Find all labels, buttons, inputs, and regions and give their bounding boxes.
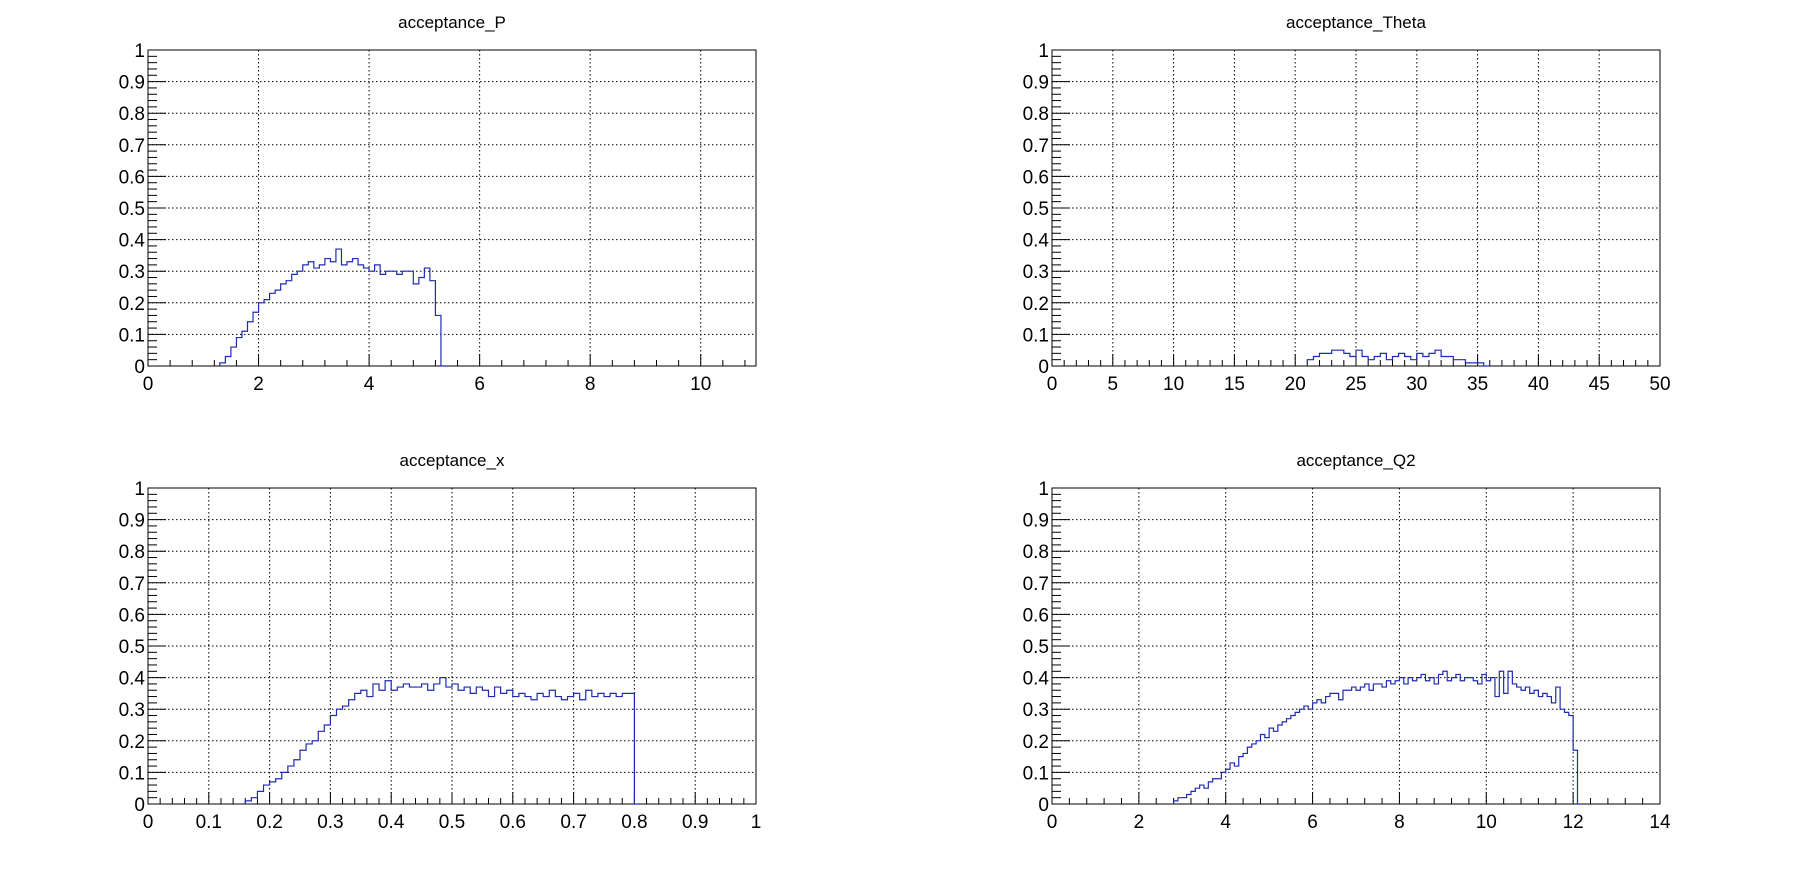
x-tick-label: 40 bbox=[1528, 374, 1549, 395]
y-tick-label: 0.2 bbox=[119, 732, 145, 753]
y-tick-label: 0.7 bbox=[119, 136, 145, 157]
x-tick-label: 15 bbox=[1224, 374, 1245, 395]
x-tick-label: 12 bbox=[1563, 812, 1584, 833]
y-tick-label: 0.9 bbox=[1023, 511, 1049, 532]
histogram-series bbox=[244, 677, 641, 805]
y-tick-label: 0 bbox=[1038, 795, 1049, 816]
y-tick-label: 1 bbox=[134, 41, 145, 62]
x-tick-label: 0.1 bbox=[196, 812, 222, 833]
x-tick-label: 10 bbox=[690, 374, 711, 395]
y-tick-label: 0 bbox=[134, 795, 145, 816]
y-tick-label: 0.8 bbox=[1023, 104, 1049, 125]
panel-theta: acceptance_Theta 0 5 10 15 20 25 30 35 40 45 50 0 0.1… bbox=[1023, 13, 1671, 395]
x-tick-label: 2 bbox=[1134, 812, 1145, 833]
y-tick-label: 0.2 bbox=[1023, 732, 1049, 753]
y-tick-label: 0.9 bbox=[119, 73, 145, 94]
x-tick-label: 10 bbox=[1163, 374, 1184, 395]
y-tick-label: 0.4 bbox=[119, 669, 146, 690]
x-tick-label: 1 bbox=[751, 812, 762, 833]
x-tick-label: 0.5 bbox=[439, 812, 465, 833]
y-tick-label: 0.3 bbox=[1023, 262, 1049, 283]
x-tick-label: 5 bbox=[1108, 374, 1119, 395]
histogram-series bbox=[1306, 349, 1490, 367]
y-tick-label: 0.1 bbox=[1023, 763, 1049, 784]
x-tick-label: 10 bbox=[1476, 812, 1497, 833]
x-tick-label: 6 bbox=[474, 374, 485, 395]
x-tick-label: 0.4 bbox=[378, 812, 405, 833]
y-tick-label: 1 bbox=[1038, 41, 1049, 62]
x-tick-label: 20 bbox=[1285, 374, 1306, 395]
y-tick-label: 0 bbox=[1038, 357, 1049, 378]
panel-title: acceptance_x bbox=[400, 451, 505, 470]
x-tick-label: 0 bbox=[143, 374, 154, 395]
y-tick-label: 0.5 bbox=[1023, 637, 1049, 658]
y-tick-label: 0.5 bbox=[119, 199, 145, 220]
x-tick-label: 30 bbox=[1406, 374, 1427, 395]
x-tick-label: 6 bbox=[1307, 812, 1318, 833]
x-tick-label: 35 bbox=[1467, 374, 1488, 395]
x-tick-label: 8 bbox=[1394, 812, 1405, 833]
x-tick-label: 0 bbox=[1047, 812, 1058, 833]
y-tick-label: 0.9 bbox=[1023, 73, 1049, 94]
x-tick-label: 0.3 bbox=[317, 812, 343, 833]
y-tick-label: 0.7 bbox=[119, 574, 145, 595]
y-tick-label: 0 bbox=[134, 357, 145, 378]
x-tick-label: 45 bbox=[1589, 374, 1610, 395]
panel-title: acceptance_Q2 bbox=[1296, 451, 1415, 470]
y-tick-label: 0.7 bbox=[1023, 574, 1049, 595]
panel-q2: acceptance_Q2 0 2 4 6 8 10 12 14 0 0.1 0.2 0.3 0.4 0.5… bbox=[1023, 451, 1671, 833]
y-tick-label: 0.6 bbox=[119, 605, 145, 626]
y-tick-label: 1 bbox=[1038, 479, 1049, 500]
y-tick-label: 0.3 bbox=[119, 700, 145, 721]
y-tick-label: 0.4 bbox=[1023, 231, 1050, 252]
histogram-series bbox=[219, 248, 447, 367]
panel-title: acceptance_Theta bbox=[1286, 13, 1426, 32]
y-tick-label: 0.6 bbox=[1023, 167, 1049, 188]
x-tick-label: 8 bbox=[585, 374, 596, 395]
histogram-series bbox=[1173, 670, 1582, 805]
y-tick-label: 0.4 bbox=[119, 231, 146, 252]
y-tick-label: 0.3 bbox=[1023, 700, 1049, 721]
panel-x: acceptance_x 0 0.1 0.2 0.3 0.4 0.5 0.6 0.7 0.8 0.9… bbox=[119, 451, 762, 833]
y-tick-label: 0.8 bbox=[119, 104, 145, 125]
x-tick-label: 4 bbox=[1220, 812, 1231, 833]
y-tick-label: 0.1 bbox=[1023, 325, 1049, 346]
x-tick-label: 2 bbox=[253, 374, 264, 395]
y-tick-label: 1 bbox=[134, 479, 145, 500]
y-tick-label: 0.1 bbox=[119, 325, 145, 346]
x-tick-label: 4 bbox=[364, 374, 375, 395]
x-tick-label: 14 bbox=[1649, 812, 1671, 833]
x-tick-label: 0.2 bbox=[256, 812, 282, 833]
y-tick-label: 0.6 bbox=[119, 167, 145, 188]
y-tick-label: 0.3 bbox=[119, 262, 145, 283]
y-tick-label: 0.2 bbox=[119, 294, 145, 315]
x-tick-label: 0 bbox=[143, 812, 154, 833]
y-tick-label: 0.5 bbox=[119, 637, 145, 658]
x-tick-label: 0.6 bbox=[500, 812, 526, 833]
x-tick-label: 0.9 bbox=[682, 812, 708, 833]
y-tick-label: 0.7 bbox=[1023, 136, 1049, 157]
y-tick-label: 0.6 bbox=[1023, 605, 1049, 626]
x-tick-label: 0 bbox=[1047, 374, 1058, 395]
x-tick-label: 25 bbox=[1345, 374, 1366, 395]
y-tick-label: 0.4 bbox=[1023, 669, 1050, 690]
y-tick-label: 0.8 bbox=[119, 542, 145, 563]
y-tick-label: 0.8 bbox=[1023, 542, 1049, 563]
panel-title: acceptance_P bbox=[398, 13, 506, 32]
y-tick-label: 0.5 bbox=[1023, 199, 1049, 220]
x-tick-label: 0.8 bbox=[621, 812, 647, 833]
y-tick-label: 0.9 bbox=[119, 511, 145, 532]
panel-p: acceptance_P 0 2 4 6 8 10 0 0.1 0.2 0.3 0.4 0.5 0.6 0.… bbox=[119, 13, 757, 395]
x-tick-label: 50 bbox=[1649, 374, 1670, 395]
x-tick-label: 0.7 bbox=[560, 812, 586, 833]
y-tick-label: 0.2 bbox=[1023, 294, 1049, 315]
y-tick-label: 0.1 bbox=[119, 763, 145, 784]
